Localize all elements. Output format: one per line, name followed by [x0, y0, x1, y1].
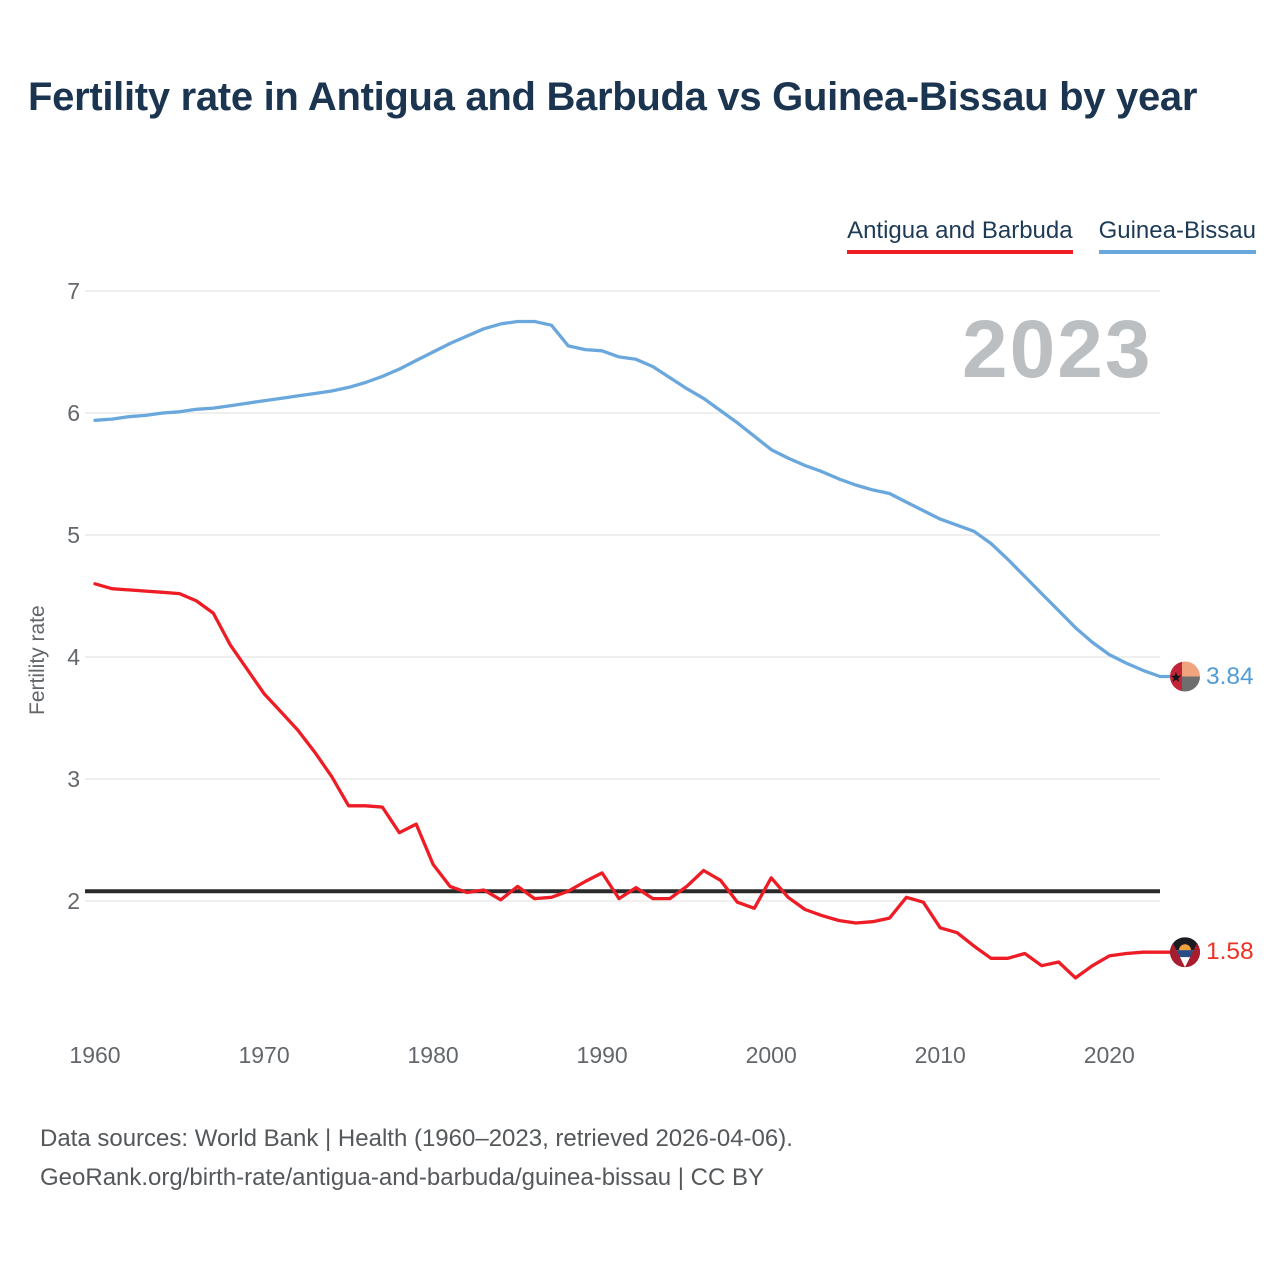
y-tick-label-6: 6 — [67, 400, 80, 426]
end-value-label-antigua-and-barbuda: 1.58 — [1206, 938, 1254, 966]
legend-label-guinea-bissau: Guinea-Bissau — [1098, 217, 1256, 244]
x-tick-label-1960: 1960 — [69, 1042, 121, 1068]
series-line-guinea-bissau — [93, 319, 1172, 679]
x-tick-label-1990: 1990 — [576, 1042, 628, 1068]
legend-item-antigua-and-barbuda[interactable]: Antigua and Barbuda — [847, 217, 1073, 254]
legend-label-antigua-and-barbuda: Antigua and Barbuda — [847, 217, 1073, 244]
legend: Antigua and Barbuda Guinea-Bissau — [847, 217, 1256, 254]
y-tick-label-3: 3 — [67, 766, 80, 792]
flag-icon-guinea-bissau — [1170, 661, 1200, 692]
x-tick-label-2010: 2010 — [914, 1042, 966, 1068]
footer: Data sources: World Bank | Health (1960–… — [40, 1119, 793, 1197]
x-tick-label-2020: 2020 — [1083, 1042, 1135, 1068]
watermark-year: 2023 — [962, 304, 1153, 395]
x-tick-label-1980: 1980 — [407, 1042, 459, 1068]
end-value-label-guinea-bissau: 3.84 — [1206, 662, 1254, 690]
y-tick-label-4: 4 — [67, 644, 80, 670]
x-tick-label-1970: 1970 — [238, 1042, 290, 1068]
flag-icon-antigua-and-barbuda — [1170, 937, 1200, 968]
footer-attribution-line: GeoRank.org/birth-rate/antigua-and-barbu… — [40, 1164, 764, 1191]
x-tick-label-2000: 2000 — [745, 1042, 797, 1068]
legend-item-guinea-bissau[interactable]: Guinea-Bissau — [1098, 217, 1256, 254]
y-tick-label-5: 5 — [67, 522, 80, 548]
chart-title: Fertility rate in Antigua and Barbuda vs… — [28, 75, 1198, 119]
y-tick-label-2: 2 — [67, 888, 80, 914]
footer-source-line: Data sources: World Bank | Health (1960–… — [40, 1125, 793, 1152]
y-tick-label-7: 7 — [67, 278, 80, 304]
series-line-antigua-and-barbuda — [93, 582, 1172, 980]
